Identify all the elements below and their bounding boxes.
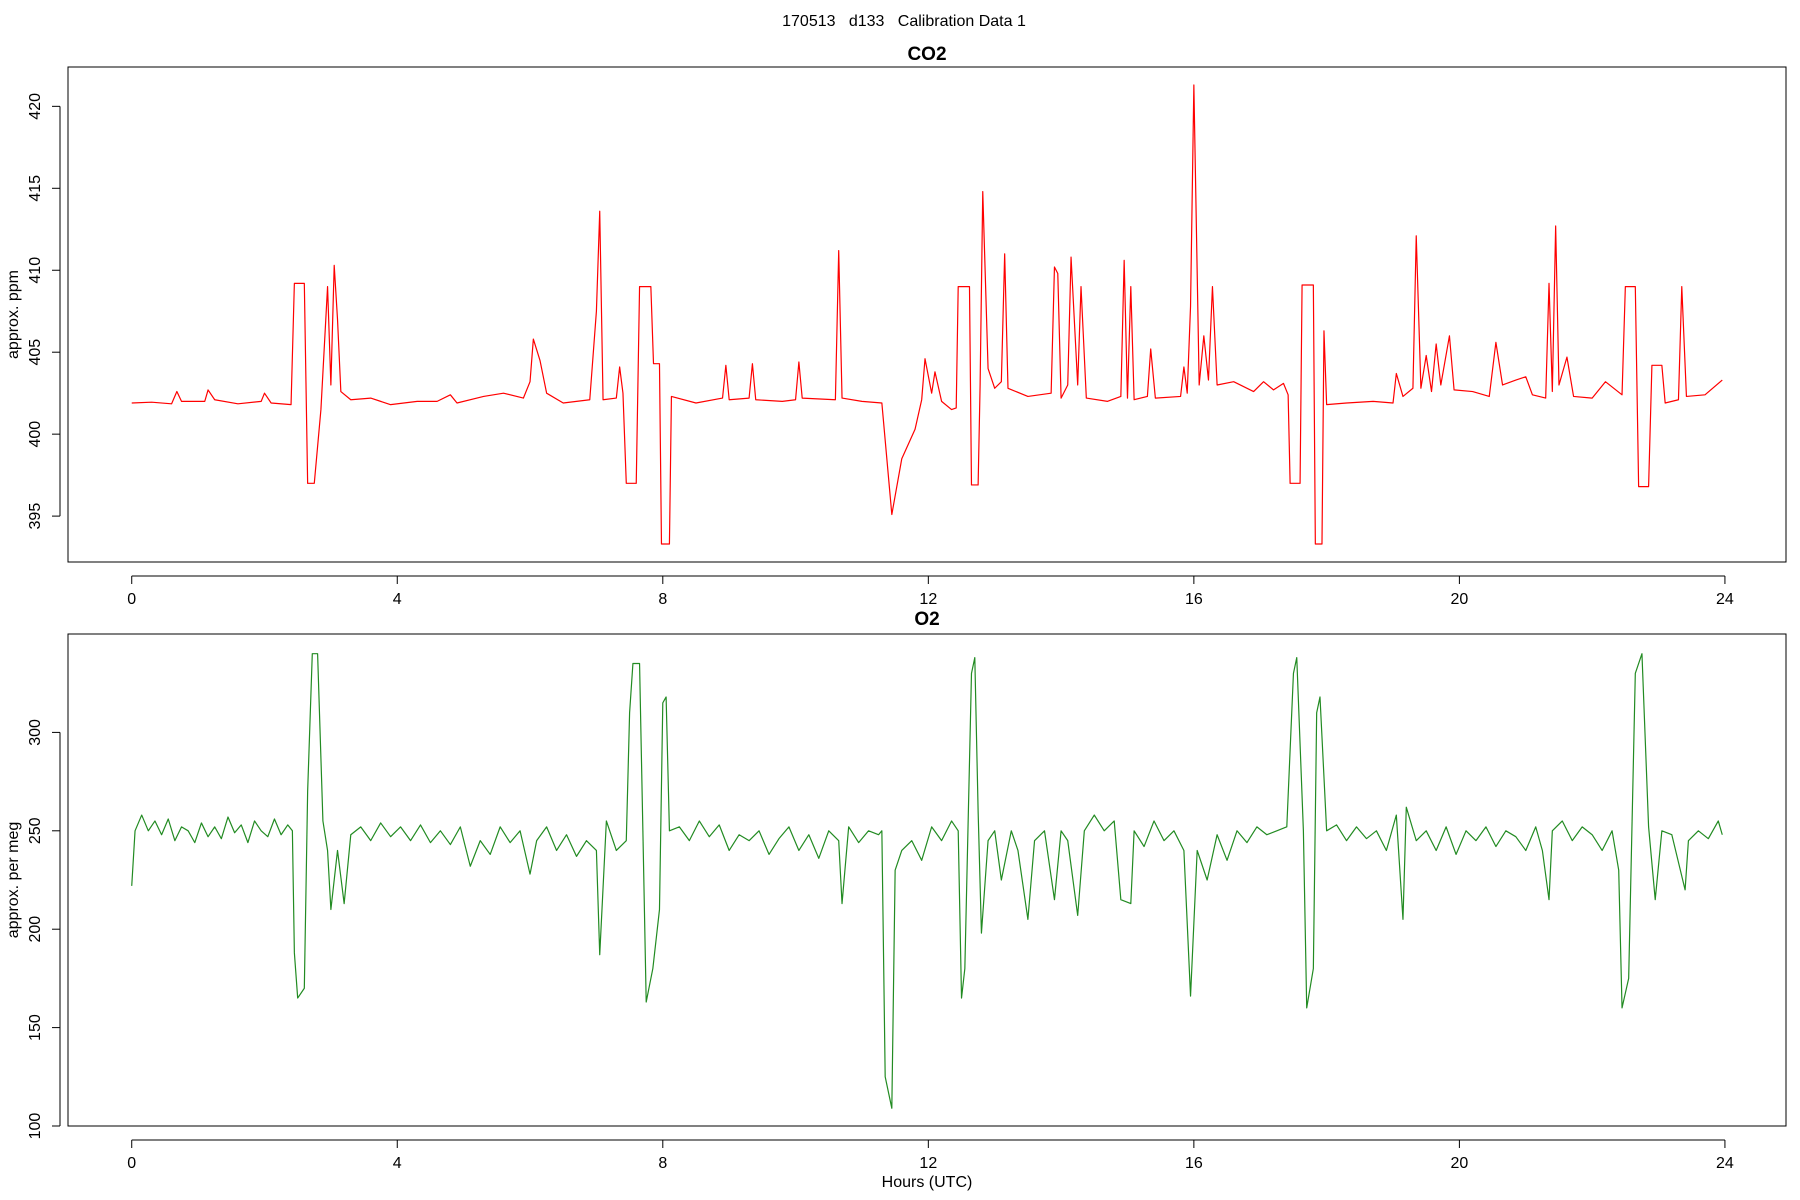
plot-frame <box>67 66 1787 563</box>
y-tick-label: 410 <box>27 257 44 284</box>
x-tick-label: 0 <box>127 1155 136 1172</box>
y-tick-label: 150 <box>27 1014 44 1041</box>
x-tick-label: 8 <box>658 1155 667 1172</box>
x-tick-label: 12 <box>919 591 937 608</box>
data-line <box>131 84 1723 545</box>
y-tick-label: 405 <box>27 339 44 366</box>
y-tick-label: 400 <box>27 421 44 448</box>
figure-title: 170513 d133 Calibration Data 1 <box>782 13 1026 30</box>
x-tick-label: 16 <box>1185 591 1203 608</box>
y-tick-label: 100 <box>27 1113 44 1140</box>
panel-title: O2 <box>914 609 939 630</box>
y-tick-label: 415 <box>27 175 44 202</box>
x-tick-label: 0 <box>127 591 136 608</box>
x-tick-label: 8 <box>658 591 667 608</box>
x-tick-label: 24 <box>1716 591 1734 608</box>
panel-title: CO2 <box>907 44 946 65</box>
x-tick-label: 16 <box>1185 1155 1203 1172</box>
plot-frame <box>67 633 1787 1127</box>
y-tick-label: 395 <box>27 503 44 530</box>
x-tick-label: 24 <box>1716 1155 1734 1172</box>
x-tick-label: 20 <box>1450 1155 1468 1172</box>
x-tick-label: 20 <box>1450 591 1468 608</box>
x-axis-label: Hours (UTC) <box>882 1174 973 1191</box>
y-tick-label: 200 <box>27 916 44 943</box>
y-axis-label: approx. ppm <box>5 270 22 359</box>
x-tick-label: 12 <box>919 1155 937 1172</box>
y-axis-label: approx. per meg <box>5 822 22 939</box>
y-tick-label: 420 <box>27 93 44 120</box>
x-tick-label: 4 <box>393 1155 402 1172</box>
y-tick-label: 300 <box>27 719 44 746</box>
y-tick-label: 250 <box>27 817 44 844</box>
data-line <box>131 653 1723 1109</box>
x-tick-label: 4 <box>393 591 402 608</box>
